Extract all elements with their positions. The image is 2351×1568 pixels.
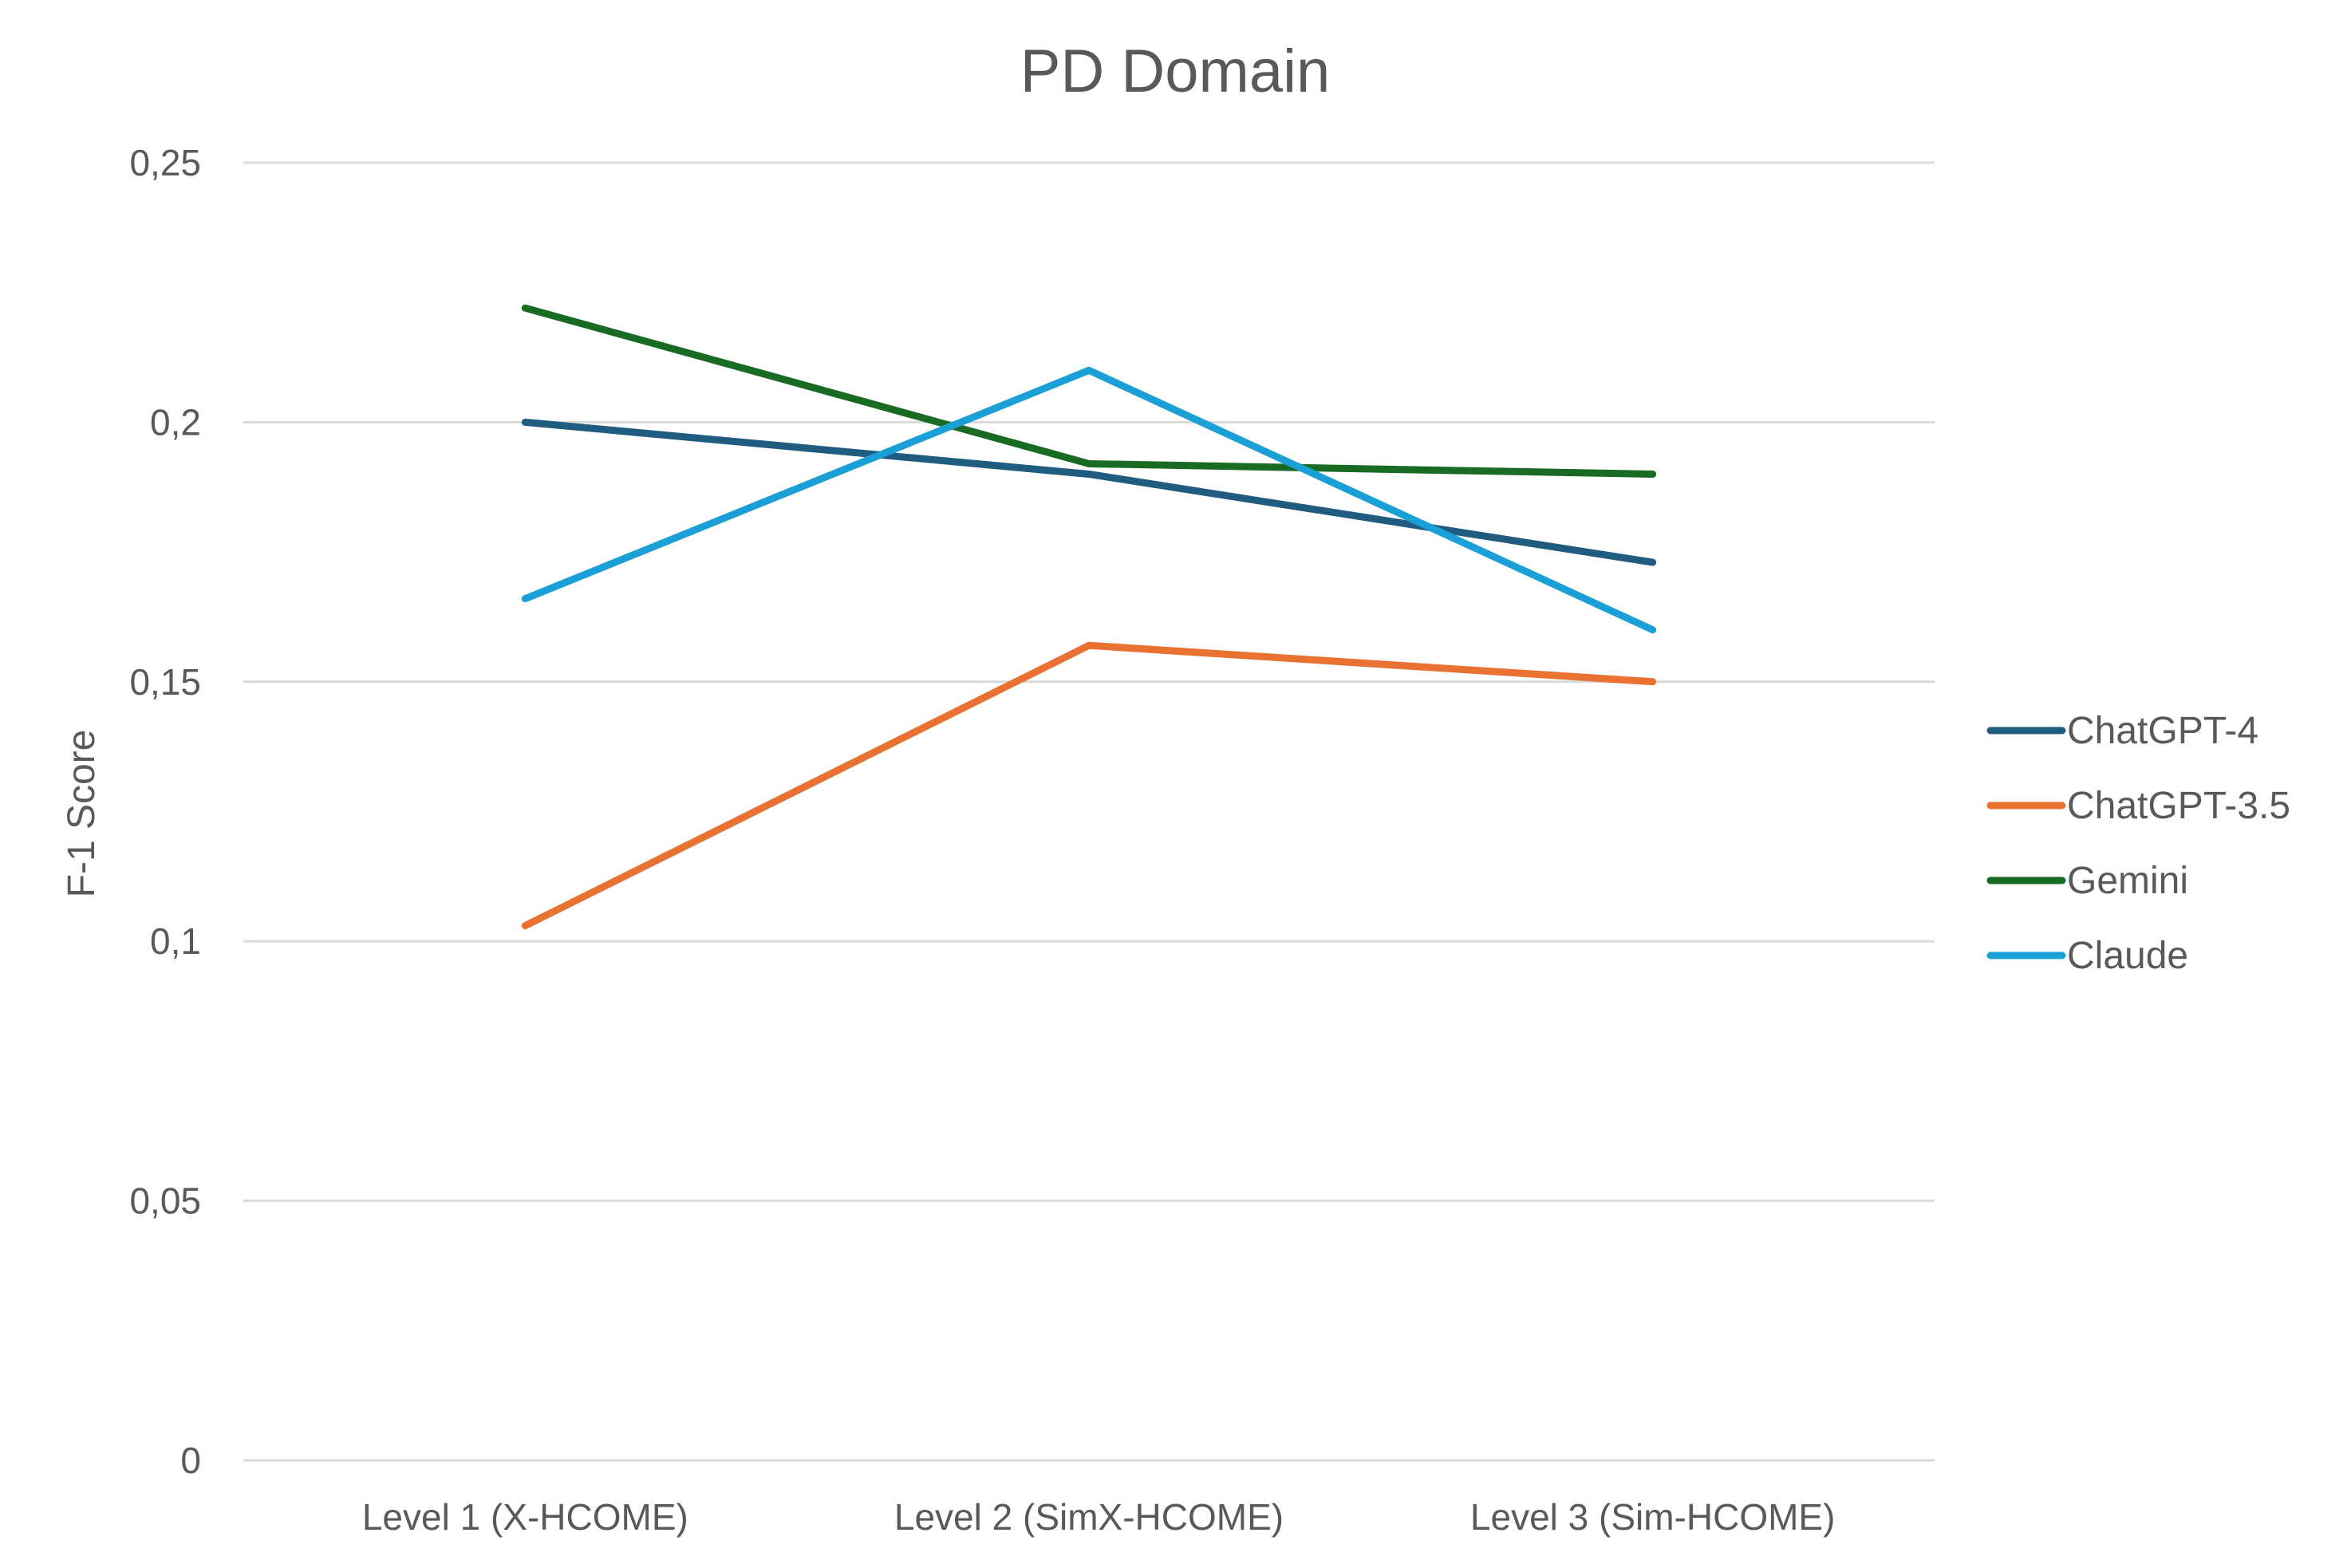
legend-label: ChatGPT-3.5 bbox=[2067, 785, 2290, 827]
y-tick-label: 0,2 bbox=[150, 401, 201, 443]
legend-item: Gemini bbox=[1986, 860, 2188, 902]
legend-item: ChatGPT-3.5 bbox=[1986, 785, 2290, 827]
legend-label: ChatGPT-4 bbox=[2067, 710, 2258, 752]
series-line-chatgpt-4 bbox=[521, 418, 1657, 566]
y-axis-ticks: 0 0,05 0,1 0,15 0,2 0,25 bbox=[129, 142, 201, 1481]
y-tick-label: 0 bbox=[180, 1440, 201, 1481]
series-line-chatgpt-3-5 bbox=[521, 641, 1657, 930]
y-tick-label: 0,05 bbox=[129, 1180, 201, 1222]
legend-item: Claude bbox=[1986, 935, 2188, 977]
x-tick-label: Level 3 (Sim-HCOME) bbox=[1470, 1496, 1836, 1538]
y-axis-label: F-1 Score bbox=[61, 730, 103, 898]
legend-item: ChatGPT-4 bbox=[1986, 710, 2258, 752]
y-tick-label: 0,1 bbox=[150, 920, 201, 962]
x-tick-label: Level 1 (X-HCOME) bbox=[362, 1496, 688, 1538]
x-axis-ticks: Level 1 (X-HCOME) Level 2 (SimX-HCOME) Lev… bbox=[362, 1496, 1836, 1538]
series-line-gemini bbox=[521, 304, 1657, 478]
y-tick-label: 0,15 bbox=[129, 661, 201, 703]
legend-label: Gemini bbox=[2067, 860, 2188, 902]
x-tick-label: Level 2 (SimX-HCOME) bbox=[894, 1496, 1284, 1538]
series-line-claude bbox=[521, 366, 1657, 634]
series-lines bbox=[521, 304, 1657, 930]
legend-label: Claude bbox=[2067, 935, 2188, 977]
y-tick-label: 0,25 bbox=[129, 142, 201, 183]
legend: ChatGPT-4 ChatGPT-3.5 Gemini Claude bbox=[1986, 710, 2290, 977]
chart-title: PD Domain bbox=[1020, 37, 1331, 105]
gridlines bbox=[243, 161, 1935, 1462]
